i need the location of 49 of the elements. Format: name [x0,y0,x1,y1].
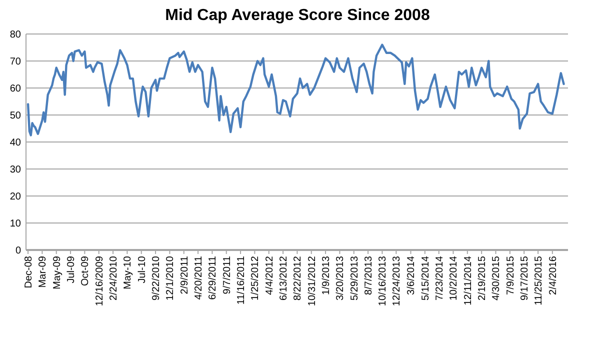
x-tick-label: 5/15/2014 [420,256,432,300]
x-tick-label: 9/22/2010 [151,256,162,300]
y-tick-label: 50 [10,110,22,122]
y-tick-label: 40 [10,138,22,148]
x-tick-label: 12/1/2010 [165,256,176,300]
x-tick-label: 6/29/2011 [208,256,219,300]
x-tick-label: 9/7/2011 [222,256,233,294]
chart-title: Mid Cap Average Score Since 2008 [165,7,430,24]
x-tick-label: 12/11/2014 [462,256,474,306]
x-tick-label: 1/9/2013 [321,256,332,295]
x-tick-label: Oct-09 [80,256,92,286]
x-tick-label: 12/24/2013 [392,256,403,306]
x-tick-label: 8/7/2013 [364,256,375,295]
x-tick-label: 10/2/2014 [448,256,460,300]
x-tick-label: 12/16/2009 [94,256,106,306]
y-tick-label: 30 [10,164,22,176]
x-tick-label: 7/9/2015 [505,256,516,295]
y-tick-label: 20 [10,192,22,202]
x-tick-label: 11/25/2015 [534,256,545,306]
x-tick-label: 6/13/2012 [278,256,290,300]
x-tick-label: 10/16/2013 [378,256,389,306]
x-tick-label: 9/17/2015 [520,256,531,300]
x-tick-label: Jul-10 [136,256,148,284]
y-tick-label: 10 [10,218,22,230]
y-tick-label: 60 [10,84,22,94]
x-tick-label: Dec-08 [24,256,35,288]
x-tick-label: 2/19/2015 [477,256,488,300]
x-tick-label: 4/20/2011 [194,256,205,300]
x-tick-label: 3/6/2014 [406,256,418,295]
x-tick-label: 1/25/2012 [250,256,262,300]
x-tick-label: 4/30/2015 [491,256,502,300]
x-tick-label: Mar-09 [38,256,49,288]
x-tick-label: 5/29/2013 [349,256,360,300]
x-tick-label: May-10 [122,256,134,290]
line-series [26,44,565,136]
y-tick-label: 70 [10,56,22,68]
x-tick-label: 2/24/2010 [108,256,120,300]
x-tick-label: Jul-09 [66,256,78,284]
x-tick-label: 10/31/2012 [306,256,318,306]
x-tick-label: 2/9/2011 [179,256,190,294]
x-tick-label: 8/22/2012 [292,256,304,300]
x-tick-label: 11/16/2011 [236,256,248,305]
x-tick-label: 4/4/2012 [264,256,276,295]
x-tick-label: May-09 [52,256,63,290]
x-tick-label: 2/4/2016 [548,256,559,295]
y-tick-label: 0 [15,246,22,256]
x-tick-label: 7/23/2014 [434,256,446,300]
y-tick-label: 80 [10,30,22,40]
x-tick-label: 3/20/2013 [335,256,346,300]
